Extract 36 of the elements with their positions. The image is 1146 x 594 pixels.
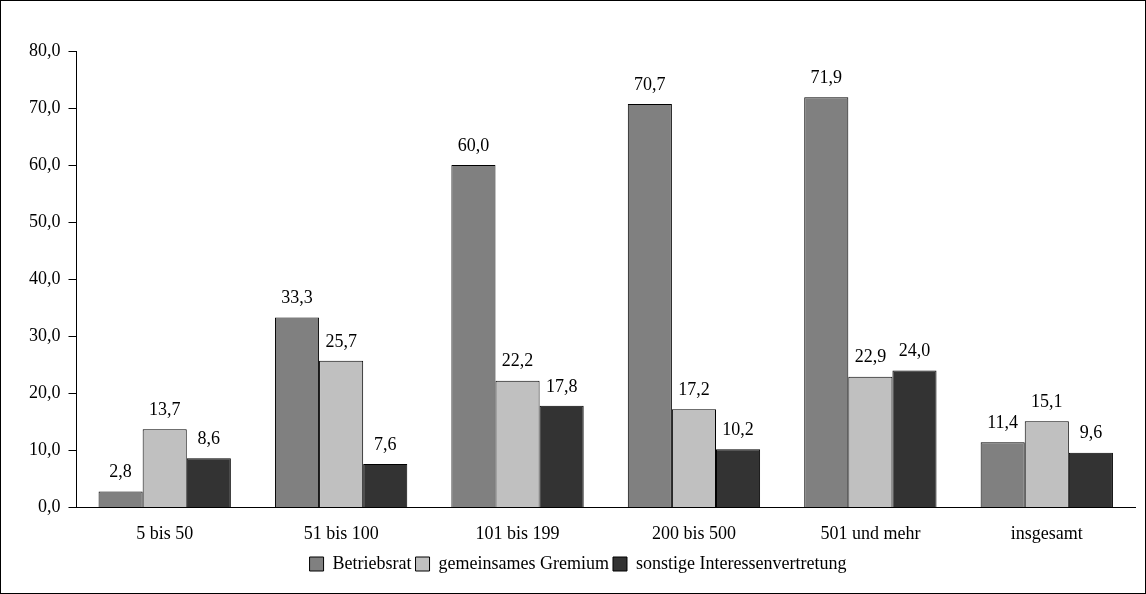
y-tick-label: 70,0 (29, 96, 61, 117)
data-label: 71,9 (810, 66, 843, 87)
data-label: 10,2 (722, 418, 754, 439)
y-tick-label: 0,0 (38, 496, 61, 517)
data-label: 15,1 (1031, 390, 1063, 411)
y-tick-label: 80,0 (29, 39, 61, 60)
data-label: 33,3 (281, 287, 313, 308)
data-label: 22,2 (501, 350, 534, 371)
data-label: 2,8 (109, 461, 132, 482)
x-tick-label: 501 und mehr (820, 522, 921, 543)
x-tick-label: 51 bis 100 (303, 522, 379, 543)
data-label: 11,4 (987, 412, 1019, 433)
data-label: 60,0 (457, 134, 490, 155)
y-tick-label: 40,0 (29, 267, 61, 288)
x-tick-label: 200 bis 500 (651, 522, 736, 543)
data-label: 8,6 (197, 428, 221, 449)
data-label: 24,0 (898, 340, 931, 361)
data-label: 7,6 (373, 433, 397, 454)
y-tick-label: 20,0 (29, 382, 61, 403)
data-label: 17,8 (545, 375, 578, 396)
data-label: 9,6 (1079, 422, 1103, 443)
y-tick-label: 30,0 (29, 324, 61, 345)
data-label: 17,2 (678, 379, 710, 400)
data-label: 70,7 (634, 73, 666, 94)
y-tick-label: 50,0 (29, 210, 61, 231)
y-tick-label: 10,0 (29, 439, 61, 460)
data-label: 13,7 (148, 398, 181, 419)
legend-label: sonstige Interessenvertretung (635, 552, 847, 573)
legend-label: Betriebsrat (332, 552, 412, 573)
x-tick-label: insgesamt (1010, 522, 1083, 543)
data-label: 22,9 (854, 346, 887, 367)
x-tick-label: 5 bis 50 (136, 522, 194, 543)
legend-label: gemeinsames Gremium (438, 552, 610, 573)
data-label: 25,7 (325, 330, 357, 351)
y-tick-label: 60,0 (29, 153, 61, 174)
x-tick-label: 101 bis 199 (475, 522, 560, 543)
